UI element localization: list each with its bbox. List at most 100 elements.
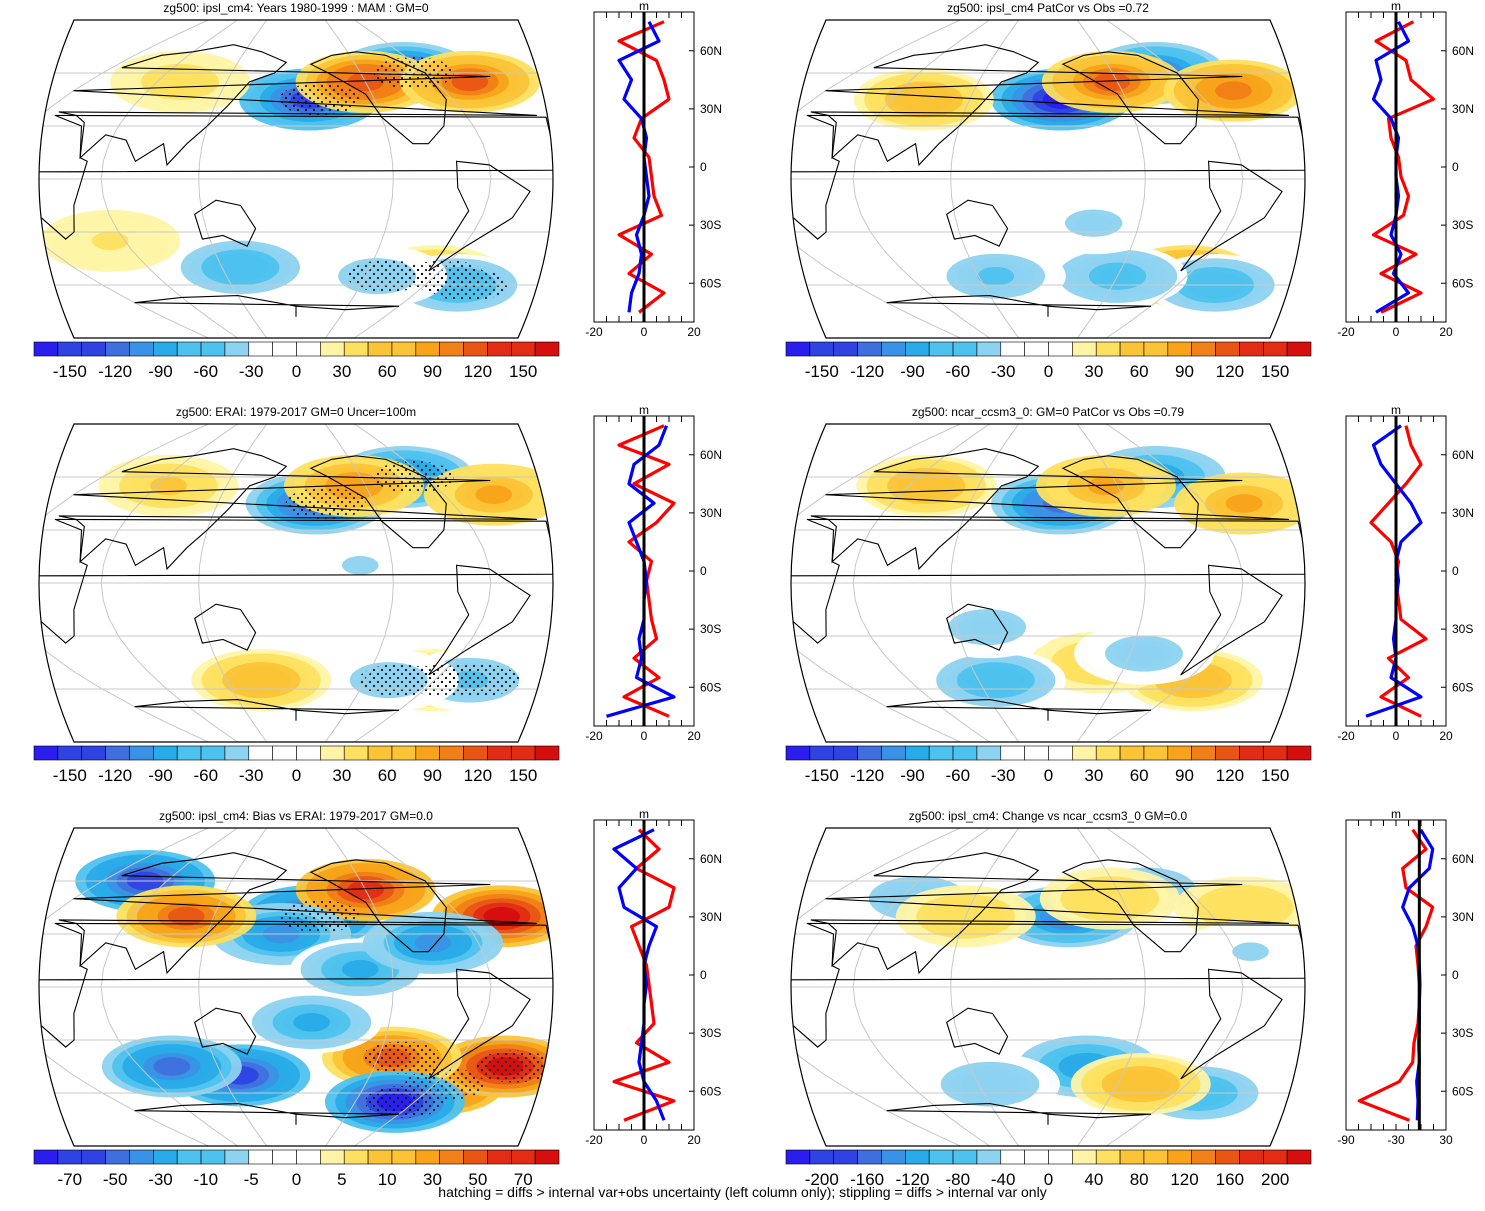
colorbar-box — [1000, 341, 1025, 357]
anomaly-contour-3 — [1125, 644, 1163, 663]
colorbar-label: 50 — [468, 1170, 487, 1189]
colorbar-box — [1167, 745, 1192, 761]
colorbar-box — [1000, 745, 1025, 761]
colorbar-box — [33, 745, 59, 761]
coastline — [134, 295, 400, 317]
colorbar-box — [785, 341, 811, 357]
profile-lat-label: 60N — [1452, 448, 1474, 462]
profile-xtick-label: 0 — [641, 729, 648, 743]
profile-lat-label: 60S — [700, 276, 721, 290]
colorbar-box — [320, 745, 345, 761]
colorbar-box — [343, 1149, 369, 1165]
stipple-region — [439, 664, 520, 697]
colorbar-box — [857, 341, 882, 357]
colorbar-box — [343, 745, 369, 761]
colorbar-label: 60 — [378, 362, 397, 381]
colorbar-box — [272, 1149, 297, 1165]
colorbar-box — [224, 745, 250, 761]
profile-xtick-label: -20 — [585, 1133, 603, 1147]
panel-title: zg500: ipsl_cm4 PatCor vs Obs =0.72 — [947, 1, 1149, 15]
colorbar-box — [928, 1149, 954, 1165]
anomaly-contour-8 — [153, 1057, 191, 1076]
coastline — [946, 603, 1009, 651]
profile-lat-label: 30N — [700, 506, 722, 520]
coastline — [134, 699, 400, 721]
profile-xtick-label: 0 — [1393, 325, 1400, 339]
colorbar-box — [1215, 341, 1240, 357]
colorbar-label: -120 — [895, 1170, 929, 1189]
colorbar-box — [296, 341, 321, 357]
grid-meridian — [39, 828, 209, 1146]
colorbar-label: -30 — [239, 766, 264, 785]
colorbar-box — [487, 745, 512, 761]
colorbar-label: 30 — [423, 1170, 442, 1189]
colorbar-box — [833, 1149, 858, 1165]
profile-lat-label: 0 — [700, 968, 707, 982]
map-border — [38, 827, 554, 1147]
colorbar-label: 160 — [1216, 1170, 1244, 1189]
colorbar-label: 90 — [423, 766, 442, 785]
anomaly-contour-10 — [341, 556, 379, 575]
footnote: hatching = diffs > internal var+obs unce… — [438, 1184, 1047, 1200]
anomaly-contour-7 — [971, 1074, 1009, 1094]
colorbar-box — [33, 341, 59, 357]
grid-meridian — [198, 20, 268, 338]
panel-4: zg500: ncar_ccsm3_0: GM=0 PatCor vs Obs … — [785, 403, 1474, 785]
colorbar-box — [1095, 745, 1121, 761]
colorbar-label: 30 — [332, 766, 351, 785]
colorbar-label: -30 — [239, 362, 264, 381]
grid-meridian — [100, 424, 238, 742]
profile-xtick-label: -20 — [585, 325, 603, 339]
colorbar-box — [1191, 341, 1216, 357]
profile-lat-label: 60N — [700, 44, 722, 58]
map-border — [38, 423, 554, 743]
colorbar-box — [224, 1149, 250, 1165]
colorbar-label: 5 — [337, 1170, 346, 1189]
colorbar-box — [1215, 745, 1240, 761]
colorbar-box — [415, 341, 440, 357]
colorbar-label: 120 — [1170, 1170, 1198, 1189]
colorbar-box — [1000, 1149, 1025, 1165]
colorbar-box — [1286, 745, 1312, 761]
colorbar-box — [510, 341, 536, 357]
colorbar-box — [57, 1149, 83, 1165]
grid-meridian — [852, 20, 990, 338]
coastline — [946, 199, 1009, 247]
coastline — [791, 114, 1305, 240]
colorbar-box — [439, 745, 464, 761]
profile-xtick-label: 20 — [1439, 729, 1453, 743]
coastline — [428, 160, 531, 272]
panel-6: zg500: ipsl_cm4: Change vs ncar_ccsm3_0 … — [785, 807, 1474, 1189]
colorbar-box — [57, 745, 83, 761]
colorbar-box — [81, 1149, 106, 1165]
stipple-region — [347, 260, 428, 293]
colorbar-box — [463, 341, 488, 357]
colorbar-label: -160 — [850, 1170, 884, 1189]
colorbar-box — [1239, 1149, 1264, 1165]
coastline — [134, 1103, 400, 1125]
profile-lat-label: 30S — [1452, 622, 1473, 636]
coastline — [309, 859, 447, 953]
colorbar-label: -60 — [946, 766, 971, 785]
colorbar-box — [391, 1149, 417, 1165]
anomaly-contour-8 — [150, 476, 187, 496]
grid-meridian — [791, 828, 961, 1146]
colorbar-label: -120 — [98, 362, 132, 381]
coastline — [886, 699, 1152, 721]
profile-lat-label: 60S — [700, 680, 721, 694]
colorbar-label: 40 — [1084, 1170, 1103, 1189]
anomaly-contour-7 — [977, 670, 1015, 690]
colorbar-box — [415, 745, 440, 761]
coastline — [810, 852, 1290, 975]
coastline — [1180, 564, 1283, 676]
colorbar-box — [439, 341, 464, 357]
colorbar-box — [1072, 1149, 1097, 1165]
coastline — [309, 51, 447, 145]
map-field — [39, 20, 553, 338]
colorbar-box — [200, 341, 226, 357]
anomaly-contour-14 — [414, 933, 452, 953]
panel-title: zg500: ncar_ccsm3_0: GM=0 PatCor vs Obs … — [912, 405, 1184, 419]
anomaly-contour-9 — [1225, 494, 1263, 513]
colorbar-box — [320, 341, 345, 357]
